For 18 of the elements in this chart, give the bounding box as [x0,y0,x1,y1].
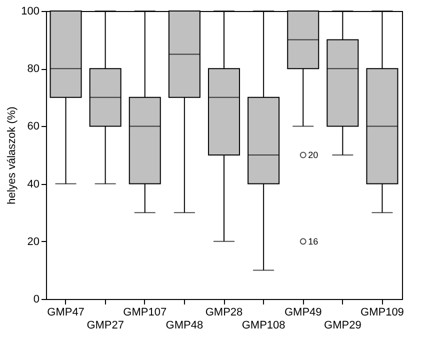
x-tick-label: GMP47 [47,306,84,318]
x-tick-label: GMP28 [205,306,243,318]
annotation: 20 [308,150,318,160]
x-tick-label: GMP108 [242,320,286,332]
annotation: 16 [308,236,318,246]
x-tick-label: GMP107 [123,306,167,318]
y-tick-label: 0 [33,294,40,306]
x-tick-label: GMP48 [166,320,204,332]
y-tick-label: 60 [27,120,40,133]
x-tick-label: GMP27 [86,320,124,332]
x-tick-label: GMP109 [360,306,404,318]
y-tick-label: 40 [27,178,40,190]
y-axis-title: helyes válaszok (%) [6,106,18,204]
x-tick-label: GMP49 [284,306,322,318]
y-tick-label: 100 [21,6,40,18]
y-tick-label: 80 [27,63,40,76]
x-tick-label: GMP29 [324,320,362,332]
y-tick-label: 20 [27,236,40,248]
